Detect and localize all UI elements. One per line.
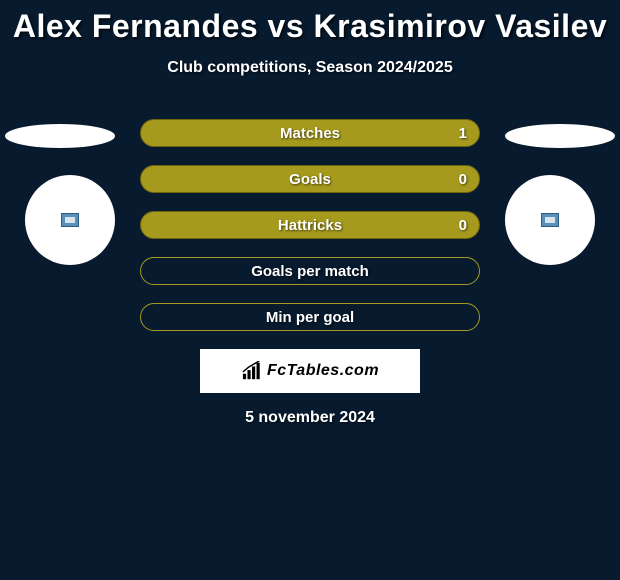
stat-label: Hattricks	[278, 217, 342, 234]
stat-label: Matches	[280, 125, 340, 142]
page-subtitle: Club competitions, Season 2024/2025	[0, 59, 620, 77]
branding-text: FcTables.com	[267, 362, 379, 380]
stat-row-min-per-goal: Min per goal	[140, 303, 480, 331]
stat-row-goals-per-match: Goals per match	[140, 257, 480, 285]
stat-label: Min per goal	[266, 309, 354, 326]
stat-label: Goals per match	[251, 263, 369, 280]
stat-row-goals: Goals 0	[140, 165, 480, 193]
stat-value: 1	[459, 125, 467, 142]
stat-value: 0	[459, 217, 467, 234]
stat-value: 0	[459, 171, 467, 188]
chart-icon	[241, 361, 263, 381]
stat-row-matches: Matches 1	[140, 119, 480, 147]
club-badge-right	[505, 175, 595, 265]
stats-container: Matches 1 Goals 0 Hattricks 0 Goals per …	[140, 119, 480, 331]
placeholder-icon	[61, 213, 79, 227]
player-shadow-right	[505, 124, 615, 148]
page-title: Alex Fernandes vs Krasimirov Vasilev	[0, 0, 620, 45]
club-badge-left	[25, 175, 115, 265]
footer-date: 5 november 2024	[0, 409, 620, 427]
player-shadow-left	[5, 124, 115, 148]
stat-row-hattricks: Hattricks 0	[140, 211, 480, 239]
branding-box: FcTables.com	[200, 349, 420, 393]
placeholder-icon	[541, 213, 559, 227]
stat-label: Goals	[289, 171, 331, 188]
